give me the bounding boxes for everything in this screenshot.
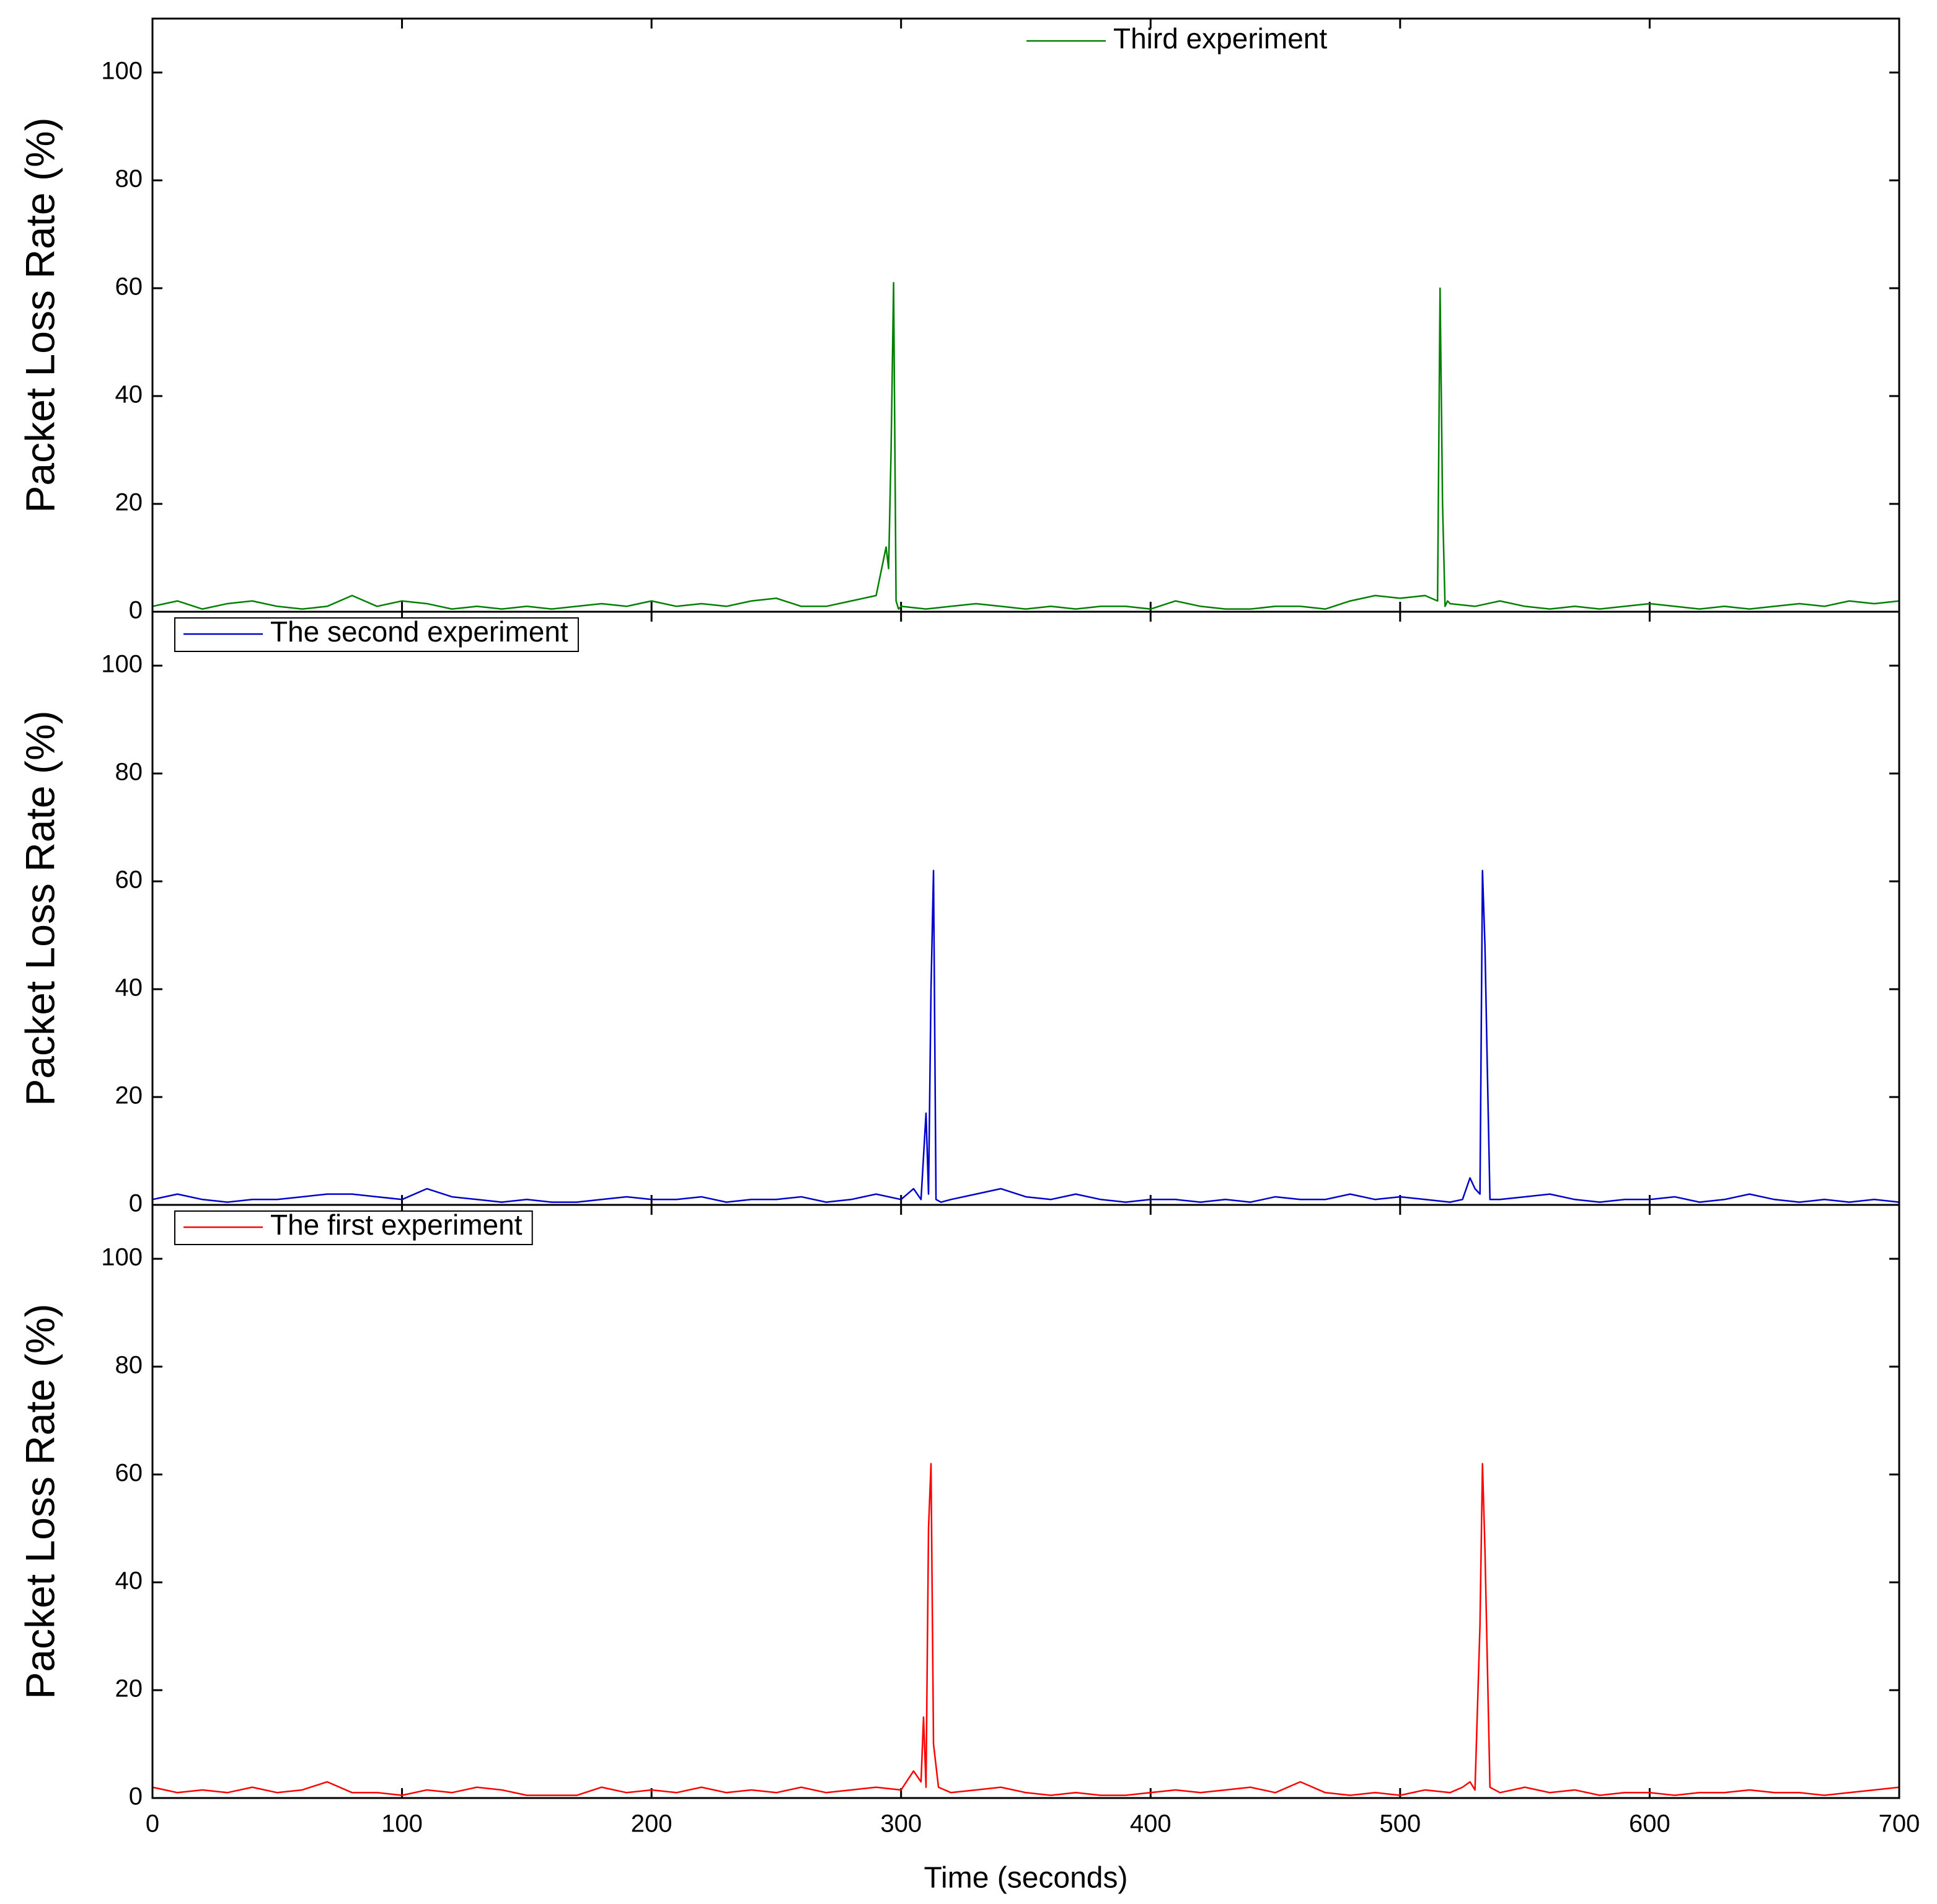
y-tick-label: 80 <box>115 165 143 193</box>
plot-frame <box>151 17 1900 613</box>
x-tick-label: 300 <box>880 1810 922 1838</box>
legend: The second experiment <box>174 615 579 652</box>
data-line <box>152 282 1900 610</box>
plot-frame <box>151 1204 1900 1799</box>
y-tick-label: 100 <box>101 651 143 678</box>
y-tick-label: 20 <box>115 1082 143 1109</box>
y-tick-label: 40 <box>115 1567 143 1595</box>
x-tick-label: 500 <box>1379 1810 1421 1838</box>
y-tick-label: 40 <box>115 974 143 1002</box>
x-tick-label: 400 <box>1130 1810 1171 1838</box>
plot-frame <box>151 610 1900 1206</box>
y-tick-label: 100 <box>101 58 143 85</box>
y-tick-label: 20 <box>115 1675 143 1703</box>
y-tick-label: 80 <box>115 759 143 786</box>
data-line <box>152 1463 1900 1796</box>
legend: The first experiment <box>174 1209 533 1245</box>
y-tick-label: 60 <box>115 866 143 894</box>
legend-label: The second experiment <box>270 615 568 648</box>
y-axis-label: Packet Loss Rate (%) <box>17 117 63 513</box>
x-tick-label: 600 <box>1629 1810 1670 1838</box>
y-tick-label: 100 <box>101 1244 143 1271</box>
y-tick-label: 0 <box>129 1190 143 1217</box>
y-tick-label: 60 <box>115 273 143 301</box>
x-axis-label: Time (seconds) <box>924 1862 1128 1895</box>
x-tick-label: 100 <box>381 1810 423 1838</box>
y-tick-label: 40 <box>115 381 143 408</box>
data-line <box>152 870 1900 1203</box>
x-tick-label: 200 <box>631 1810 673 1838</box>
y-tick-label: 0 <box>129 1783 143 1810</box>
y-tick-label: 0 <box>129 597 143 624</box>
y-tick-label: 60 <box>115 1460 143 1487</box>
legend-label: The first experiment <box>270 1209 523 1241</box>
legend: Third experiment <box>1026 22 1327 55</box>
y-axis-label: Packet Loss Rate (%) <box>17 1303 63 1699</box>
y-tick-label: 20 <box>115 489 143 516</box>
x-tick-label: 700 <box>1879 1810 1920 1838</box>
x-tick-label: 0 <box>146 1810 159 1838</box>
y-tick-label: 80 <box>115 1352 143 1379</box>
legend-label: Third experiment <box>1113 22 1327 55</box>
y-axis-label: Packet Loss Rate (%) <box>17 710 63 1106</box>
